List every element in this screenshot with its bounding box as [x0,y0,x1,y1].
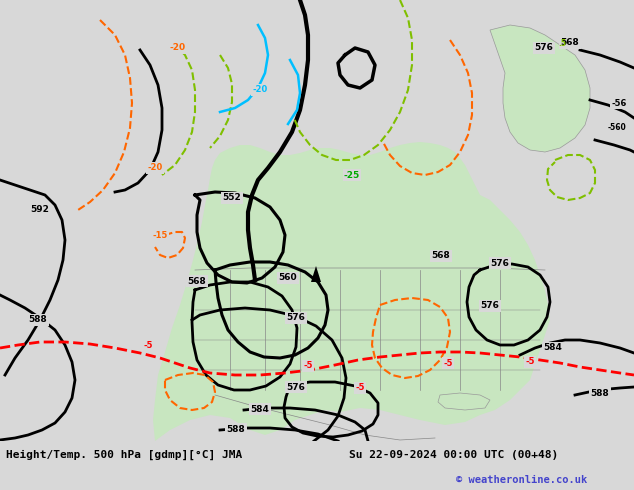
Text: 588: 588 [226,424,245,434]
Polygon shape [438,393,490,410]
Text: 584: 584 [543,343,562,352]
Text: 560: 560 [279,273,297,283]
Text: -15: -15 [152,231,167,241]
Text: 576: 576 [491,259,510,268]
Text: -20: -20 [147,164,163,172]
Text: -5: -5 [355,384,365,392]
Text: Height/Temp. 500 hPa [gdmp][°C] JMA: Height/Temp. 500 hPa [gdmp][°C] JMA [6,450,243,461]
Text: 588: 588 [29,316,48,324]
Text: -20: -20 [170,44,186,52]
Text: 576: 576 [287,314,306,322]
Text: 568: 568 [560,39,579,48]
Polygon shape [153,142,550,441]
Text: -25: -25 [344,171,360,179]
Text: -5: -5 [525,358,534,367]
Text: -20: -20 [252,85,268,95]
Text: -5: -5 [143,341,153,349]
Text: 588: 588 [591,389,609,397]
Text: 576: 576 [481,301,500,311]
Text: 552: 552 [223,194,242,202]
Text: 568: 568 [432,251,450,261]
Text: Su 22-09-2024 00:00 UTC (00+48): Su 22-09-2024 00:00 UTC (00+48) [349,450,558,460]
Text: 584: 584 [250,405,269,414]
Text: -560: -560 [607,123,626,132]
Text: 576: 576 [287,383,306,392]
Text: -5: -5 [303,362,313,370]
Polygon shape [490,25,590,152]
Text: 576: 576 [534,44,553,52]
Text: © weatheronline.co.uk: © weatheronline.co.uk [456,475,588,485]
Polygon shape [311,266,321,282]
Text: -56: -56 [611,98,626,107]
Text: 568: 568 [188,276,207,286]
Text: 592: 592 [30,205,49,215]
Text: -5: -5 [443,359,453,368]
Text: .5: .5 [558,39,566,48]
